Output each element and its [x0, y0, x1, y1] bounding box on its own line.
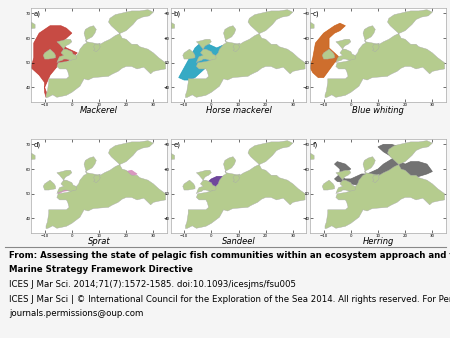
Polygon shape — [46, 141, 166, 228]
Polygon shape — [322, 49, 334, 59]
Polygon shape — [196, 170, 216, 194]
Text: Herring: Herring — [362, 237, 394, 246]
Text: Mackerel: Mackerel — [80, 106, 118, 115]
Text: a): a) — [34, 10, 41, 17]
Polygon shape — [334, 144, 432, 186]
Text: b): b) — [173, 10, 180, 17]
Polygon shape — [373, 43, 379, 52]
Polygon shape — [43, 180, 55, 190]
Polygon shape — [325, 141, 445, 228]
Polygon shape — [7, 153, 35, 161]
Polygon shape — [57, 170, 76, 194]
Polygon shape — [185, 141, 305, 228]
Text: f): f) — [313, 141, 318, 148]
Polygon shape — [286, 153, 314, 161]
Text: ICES J Mar Sci | © International Council for the Exploration of the Sea 2014. Al: ICES J Mar Sci | © International Council… — [9, 295, 450, 304]
Text: Horse mackerel: Horse mackerel — [206, 106, 271, 115]
Text: Sandeel: Sandeel — [221, 237, 256, 246]
Text: journals.permissions@oup.com: journals.permissions@oup.com — [9, 309, 144, 318]
Polygon shape — [183, 49, 195, 59]
Polygon shape — [94, 174, 100, 183]
Text: c): c) — [313, 10, 320, 17]
Polygon shape — [31, 26, 77, 97]
Polygon shape — [233, 174, 240, 183]
Text: From: Assessing the state of pelagic fish communities within an ecosystem approa: From: Assessing the state of pelagic fis… — [9, 251, 450, 260]
Text: e): e) — [173, 141, 180, 148]
Polygon shape — [209, 176, 233, 191]
Text: Blue whiting: Blue whiting — [352, 106, 404, 115]
Polygon shape — [183, 180, 195, 190]
Polygon shape — [46, 10, 166, 98]
Polygon shape — [179, 43, 233, 80]
Polygon shape — [7, 22, 35, 29]
Polygon shape — [373, 174, 379, 183]
Text: Sprat: Sprat — [88, 237, 110, 246]
Polygon shape — [43, 49, 55, 59]
Polygon shape — [310, 23, 346, 77]
Polygon shape — [146, 153, 175, 161]
Polygon shape — [196, 39, 216, 63]
Polygon shape — [58, 170, 137, 194]
Text: ICES J Mar Sci. 2014;71(7):1572-1585. doi:10.1093/icesjms/fsu005: ICES J Mar Sci. 2014;71(7):1572-1585. do… — [9, 280, 296, 289]
Text: Marine Strategy Framework Directive: Marine Strategy Framework Directive — [9, 265, 193, 274]
Text: d): d) — [34, 141, 41, 148]
Polygon shape — [57, 39, 76, 63]
Polygon shape — [325, 10, 445, 98]
Polygon shape — [336, 170, 356, 194]
Polygon shape — [322, 180, 334, 190]
Polygon shape — [185, 10, 305, 98]
Polygon shape — [94, 43, 100, 52]
Polygon shape — [233, 43, 240, 52]
Polygon shape — [336, 39, 356, 63]
Polygon shape — [286, 22, 314, 29]
Polygon shape — [146, 22, 175, 29]
